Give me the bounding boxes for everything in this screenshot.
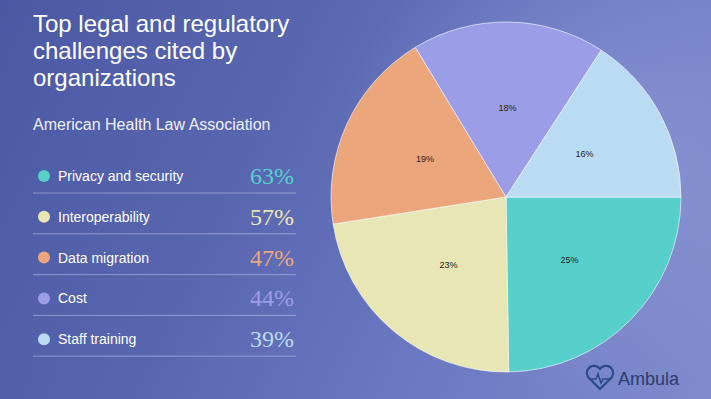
legend-value: 39%: [250, 326, 294, 352]
legend-label: Data migration: [58, 250, 149, 266]
legend-separator: [33, 193, 296, 194]
pie-slice: [506, 50, 681, 197]
legend-separator: [33, 356, 296, 357]
pie-labels: 25% 23% 19% 18% 16%: [416, 103, 593, 271]
brand-text: Ambula: [618, 369, 680, 389]
brand-icon: [587, 366, 613, 389]
data-label: 16%: [575, 149, 593, 159]
pie-slice: [506, 197, 681, 372]
data-label: 19%: [416, 154, 434, 164]
legend: Privacy and security 63% Interoperability 5…: [33, 163, 296, 356]
legend-value: 57%: [250, 204, 294, 230]
data-label: 23%: [440, 260, 458, 270]
legend-value: 63%: [250, 163, 294, 189]
data-label: 18%: [498, 103, 516, 113]
legend-label: Staff training: [58, 331, 136, 347]
legend-separator: [33, 315, 296, 316]
legend-swatch: [38, 170, 50, 182]
chart: American Health Law Association Privacy a…: [0, 0, 711, 399]
data-label: 25%: [561, 255, 579, 265]
legend-swatch: [38, 333, 50, 345]
legend-separator: [33, 274, 296, 275]
legend-swatch: [38, 252, 50, 264]
legend-value: 47%: [250, 245, 294, 271]
legend-label: Interoperability: [58, 209, 150, 225]
subtitle: American Health Law Association: [33, 116, 270, 133]
pie: [331, 22, 681, 372]
pie-slice: [333, 197, 509, 372]
legend-swatch: [38, 211, 50, 223]
title: Top legal and regulatory challenges cite…: [33, 10, 318, 91]
legend-swatch: [38, 292, 50, 304]
legend-label: Privacy and security: [58, 168, 183, 184]
brand-icon-pulse: [591, 374, 609, 383]
legend-separator: [33, 233, 296, 234]
legend-label: Cost: [58, 290, 87, 306]
legend-value: 44%: [250, 285, 294, 311]
brand-logo: Ambula: [587, 366, 680, 389]
